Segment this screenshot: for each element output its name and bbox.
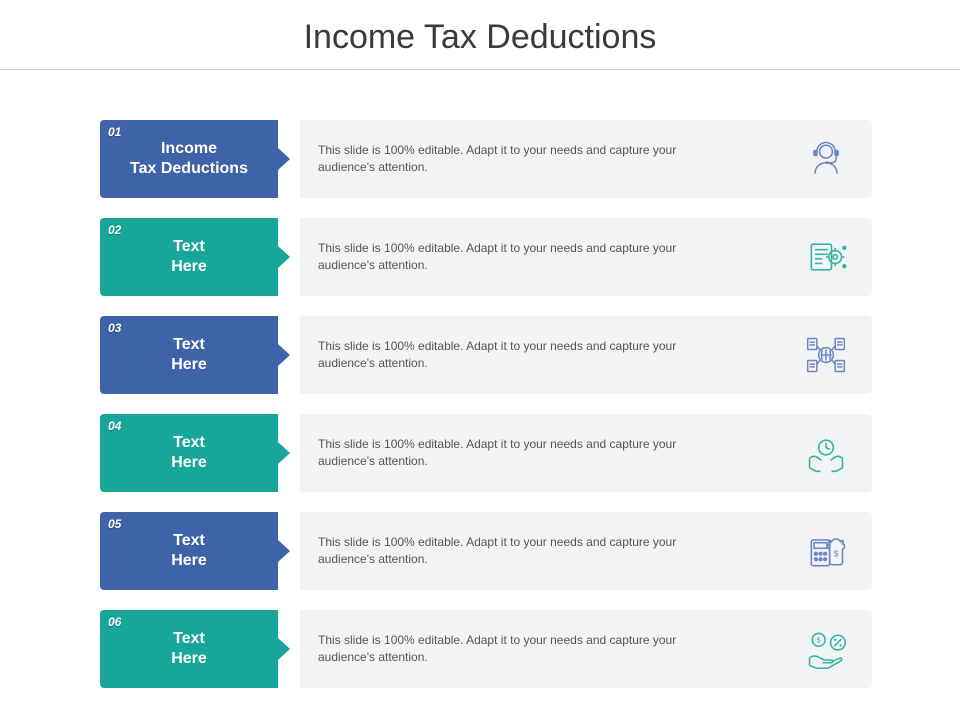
row-desc: This slide is 100% editable. Adapt it to… <box>318 240 718 275</box>
row-number: 05 <box>108 517 121 531</box>
row-label: Text Here <box>109 335 269 375</box>
row-label: Income Tax Deductions <box>109 139 269 179</box>
row-desc-panel: This slide is 100% editable. Adapt it to… <box>300 610 872 688</box>
row-number: 02 <box>108 223 121 237</box>
row-desc: This slide is 100% editable. Adapt it to… <box>318 632 718 667</box>
hand-money-percent-icon: $ <box>798 627 854 671</box>
network-docs-icon <box>798 333 854 377</box>
calculator-money-icon: $ <box>798 529 854 573</box>
row-arrow <box>278 246 290 268</box>
svg-text:$: $ <box>834 550 839 559</box>
list-item: 06 Text Here This slide is 100% editable… <box>100 610 872 688</box>
row-number: 04 <box>108 419 121 433</box>
row-label: Text Here <box>109 237 269 277</box>
row-arrow <box>278 638 290 660</box>
support-agent-icon <box>798 137 854 181</box>
row-number: 01 <box>108 125 121 139</box>
row-tag: 06 Text Here <box>100 610 278 688</box>
row-arrow <box>278 442 290 464</box>
row-desc-panel: This slide is 100% editable. Adapt it to… <box>300 218 872 296</box>
row-label: Text Here <box>109 433 269 473</box>
list-item: 02 Text Here This slide is 100% editable… <box>100 218 872 296</box>
row-number: 06 <box>108 615 121 629</box>
row-tag: 01 Income Tax Deductions <box>100 120 278 198</box>
row-number: 03 <box>108 321 121 335</box>
row-desc: This slide is 100% editable. Adapt it to… <box>318 338 718 373</box>
list-item: 05 Text Here This slide is 100% editable… <box>100 512 872 590</box>
list-item: 03 Text Here This slide is 100% editable… <box>100 316 872 394</box>
row-desc: This slide is 100% editable. Adapt it to… <box>318 142 718 177</box>
row-desc: This slide is 100% editable. Adapt it to… <box>318 436 718 471</box>
row-tag: 03 Text Here <box>100 316 278 394</box>
row-tag: 05 Text Here <box>100 512 278 590</box>
list-item: 01 Income Tax Deductions This slide is 1… <box>100 120 872 198</box>
row-arrow <box>278 148 290 170</box>
row-arrow <box>278 344 290 366</box>
cpu-gear-icon <box>798 235 854 279</box>
row-desc-panel: This slide is 100% editable. Adapt it to… <box>300 316 872 394</box>
hands-clock-icon <box>798 431 854 475</box>
rows-container: 01 Income Tax Deductions This slide is 1… <box>0 70 960 708</box>
row-desc-panel: This slide is 100% editable. Adapt it to… <box>300 414 872 492</box>
slide-title: Income Tax Deductions <box>0 18 960 57</box>
svg-text:$: $ <box>817 636 821 645</box>
row-tag: 04 Text Here <box>100 414 278 492</box>
slide-header: Income Tax Deductions <box>0 0 960 70</box>
row-label: Text Here <box>109 629 269 669</box>
row-desc-panel: This slide is 100% editable. Adapt it to… <box>300 120 872 198</box>
row-label: Text Here <box>109 531 269 571</box>
row-desc-panel: This slide is 100% editable. Adapt it to… <box>300 512 872 590</box>
row-tag: 02 Text Here <box>100 218 278 296</box>
row-arrow <box>278 540 290 562</box>
row-desc: This slide is 100% editable. Adapt it to… <box>318 534 718 569</box>
list-item: 04 Text Here This slide is 100% editable… <box>100 414 872 492</box>
